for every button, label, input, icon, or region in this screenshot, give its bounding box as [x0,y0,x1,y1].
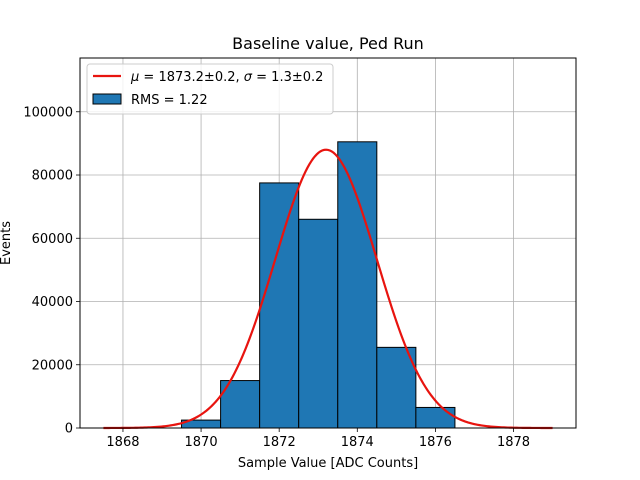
legend-mu-value: = 1873.2±0.2, [139,70,243,85]
y-axis-ticks: 0 20000 40000 60000 80000 100000 [23,105,80,437]
histogram-bar [376,346,417,429]
chart-title: Baseline value, Ped Run [232,34,424,53]
histogram-bars [181,141,456,429]
histogram-bar [337,141,378,429]
y-tick-label: 80000 [32,169,73,184]
legend-sigma-value: = 1.3±0.2 [252,70,323,85]
y-tick-label: 20000 [32,358,73,373]
x-axis-ticks: 1868 1870 1872 1874 1876 1878 [106,428,530,450]
axes-frame [79,57,577,429]
x-axis-label: Sample Value [ADC Counts] [238,456,418,471]
x-tick-label: 1876 [419,435,452,450]
legend-histogram-swatch [92,93,122,105]
x-tick-label: 1874 [341,435,374,450]
histogram-bar [259,182,300,429]
x-tick-label: 1878 [497,435,530,450]
y-axis-label: Events [0,221,14,265]
y-tick-label: 0 [65,422,73,437]
y-tick-label: 100000 [23,105,73,120]
x-tick-label: 1868 [106,435,139,450]
x-tick-label: 1872 [263,435,296,450]
legend-histogram-label: RMS = 1.22 [131,93,208,108]
legend-mu-symbol: μ [130,70,139,85]
histogram-bar [298,218,339,429]
legend-box [86,63,334,115]
legend-fit-label: μ = 1873.2±0.2, σ = 1.3±0.2 [130,70,323,85]
histogram-bar [415,406,456,429]
legend: μ = 1873.2±0.2, σ = 1.3±0.2 RMS = 1.22 [86,63,334,115]
legend-sigma-symbol: σ [244,70,253,85]
gaussian-fit-curve [103,148,553,430]
y-tick-label: 60000 [32,232,73,247]
y-tick-label: 40000 [32,295,73,310]
x-tick-label: 1870 [185,435,218,450]
